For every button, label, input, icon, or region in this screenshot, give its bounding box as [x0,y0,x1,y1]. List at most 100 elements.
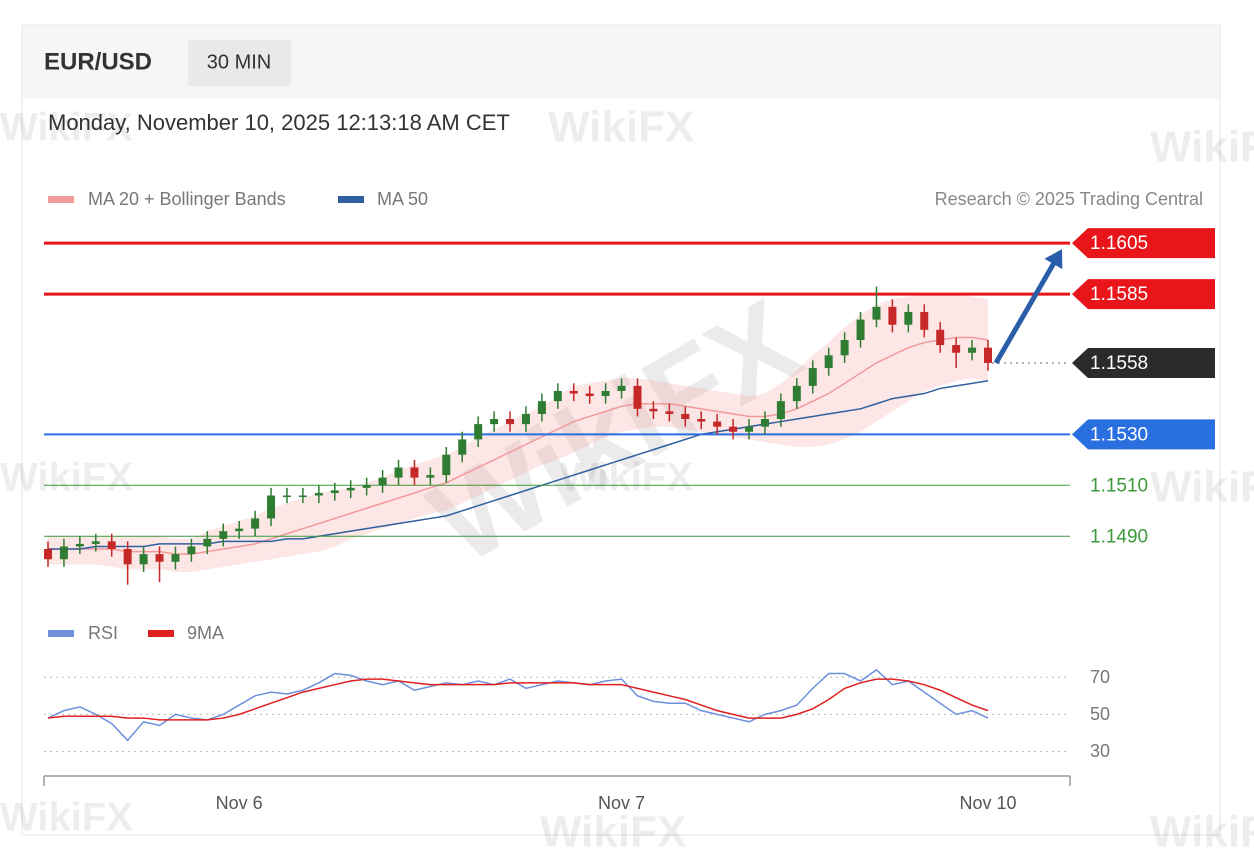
legend-swatch [48,630,74,637]
candle-body [203,538,212,547]
candle-body [904,311,913,325]
candle-body [633,385,642,409]
y-tick-label: 70 [1090,667,1110,687]
candle-body [107,541,116,550]
candle-body [952,345,961,353]
candle-body [219,531,228,539]
candle-body [760,419,769,427]
watermark: WikiFX [548,103,694,152]
candle-body [506,419,515,425]
watermark: WikiFX [560,456,693,500]
candle-body [187,546,196,555]
watermark: WikiFX [540,808,686,852]
candle-body [155,554,164,562]
candle-body [394,467,403,478]
candle-body [282,495,291,497]
level-label: 1.1585 [1090,284,1148,305]
level-box [1072,347,1215,378]
watermark: WikiFX [1150,123,1254,172]
candle-body [314,492,323,496]
candle-body [776,401,785,420]
watermark: WikiFX [1150,808,1254,852]
legend-label: MA 20 + Bollinger Bands [88,189,286,209]
legend-label: 9MA [187,623,224,643]
candle-body [585,393,594,397]
candle-body [840,340,849,356]
x-tick-label: Nov 10 [959,793,1016,813]
x-tick-label: Nov 7 [598,793,645,813]
candle-body [553,390,562,402]
candle-body [569,390,578,394]
level-box [1072,228,1215,259]
candle-body [665,411,674,414]
watermark: WikiFX [0,796,133,840]
candle-body [888,306,897,325]
candle-body [59,546,68,560]
candle-body [410,467,419,478]
candle-body [139,554,148,565]
level-label: 1.1530 [1090,424,1148,445]
candle-body [521,413,530,425]
level-label: 1.1605 [1090,233,1148,254]
legend-label: MA 50 [377,189,428,209]
candle-body [44,549,52,560]
candle-body [235,528,244,532]
y-tick-label: 30 [1090,741,1110,761]
candle-body [920,311,929,330]
candle-body [792,385,801,402]
timeframe: 30 MIN [207,51,271,73]
level-box [1072,279,1215,310]
candle-body [649,408,658,412]
y-tick-label: 50 [1090,704,1110,724]
candle-body [617,385,626,391]
candle-body [251,518,260,529]
level-box [1072,419,1215,450]
legend-label: RSI [88,623,118,643]
candle-body [601,390,610,397]
forecast-arrowhead [1044,249,1063,270]
candle-body [856,319,865,340]
card [21,24,1221,836]
candle-body [346,487,355,491]
ma20-line [48,336,989,555]
credit: Research © 2025 Trading Central [935,189,1203,209]
timestamp: Monday, November 10, 2025 12:13:18 AM CE… [48,110,510,135]
candle-body [362,485,371,488]
candle-body [872,306,881,320]
legend-swatch [48,196,74,203]
symbol: EUR/USD [44,48,152,75]
candle-body [298,495,307,497]
candle-body [474,424,483,440]
plot: 1.1605 1.1585 1.1558 1.1530 1.1510 1.1490 MA 2… [43,189,1215,813]
legend-swatch [338,196,364,203]
candle-body [745,426,754,432]
level-label: 1.1558 [1090,353,1148,374]
candle-body [808,368,817,386]
candle-body [984,347,992,363]
candle-body [936,329,945,346]
candle-body [968,347,977,353]
ma9-line [47,678,989,721]
candle-body [267,495,276,519]
watermark: WikiFX [1150,463,1254,512]
legend-swatch [148,630,174,637]
forecast-arrow [993,258,1059,365]
level-label: 1.1510 [1090,475,1148,496]
candle-body [490,419,499,425]
bollinger-band [48,294,988,572]
candle-body [378,477,387,486]
level-label: 1.1490 [1090,526,1148,547]
candle-body [426,475,435,478]
candle-body [681,413,690,420]
candle-body [729,426,738,432]
candle-body [171,554,180,562]
x-tick-label: Nov 6 [216,793,263,813]
timeframe-box [188,40,291,86]
candle-body [91,541,100,544]
watermark: WikiFX [0,106,133,150]
candle-body [537,401,546,414]
candle-body [75,543,84,547]
candle-body [330,490,339,493]
